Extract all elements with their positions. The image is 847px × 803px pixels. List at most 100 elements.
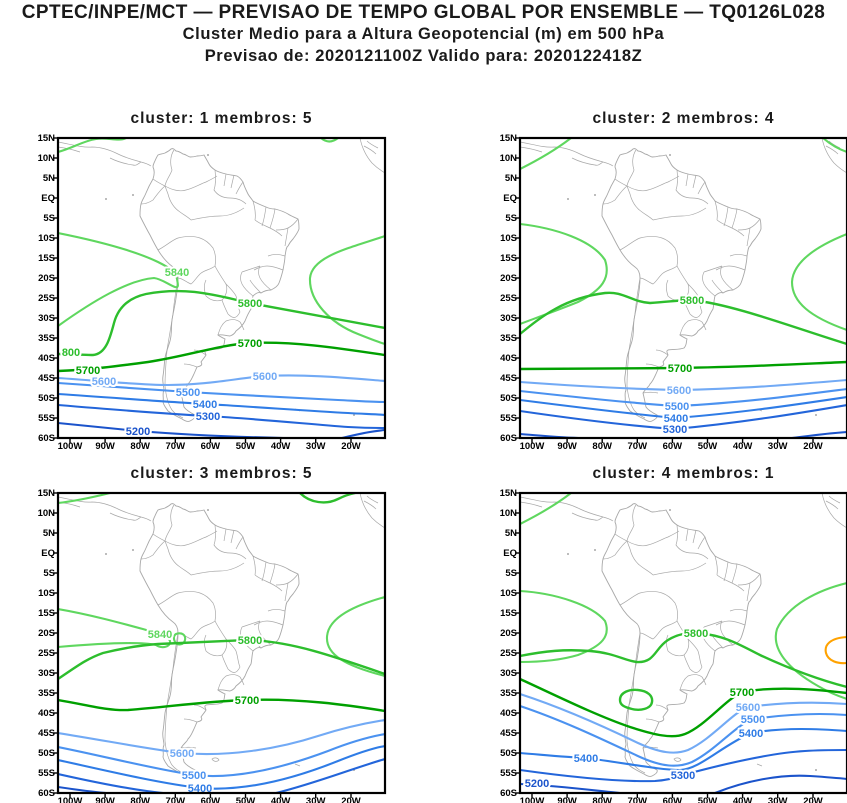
panel-title-4: cluster: 4 membros: 1: [592, 465, 775, 482]
plot-border: [56, 136, 387, 440]
y-axis-label: 60S: [500, 788, 517, 799]
x-axis-label: 70W: [627, 796, 648, 803]
contour-label-5500: 5500: [665, 401, 689, 413]
contour-label-5700: 5700: [730, 687, 754, 699]
x-axis-label: 80W: [592, 441, 612, 452]
x-axis-label: 60W: [200, 796, 221, 803]
y-axis-label: 40S: [500, 353, 517, 364]
contour-label-5800: 5800: [684, 628, 708, 640]
contour-5800: [298, 493, 357, 504]
contour-label-5700: 5700: [238, 338, 262, 350]
y-axis-label: 15N: [499, 488, 517, 499]
contour-5840: [520, 138, 573, 171]
basemap: [58, 493, 385, 777]
y-axis-label: 10S: [38, 233, 55, 244]
contour-label-5600: 5600: [170, 748, 194, 760]
y-axis-label: 10S: [500, 588, 517, 599]
contour-5880: [824, 635, 847, 665]
contour-label-5840: 5840: [148, 629, 172, 641]
x-axis-label: 60W: [662, 441, 683, 452]
contour-5500: [520, 704, 847, 767]
y-axis-label: 35S: [500, 688, 517, 699]
contour-label-5700: 5700: [668, 363, 692, 375]
contour-5400: [520, 395, 847, 420]
contour-5840: [520, 222, 608, 326]
x-axis-label: 90W: [95, 441, 115, 452]
y-axis-label: 50S: [500, 748, 517, 759]
contour-5840: [774, 581, 847, 701]
y-axis-label: 35S: [38, 688, 55, 699]
contour-5840: [58, 231, 179, 328]
basemap: [58, 138, 385, 422]
x-axis-label: 60W: [200, 441, 221, 452]
y-axis-label: 45S: [500, 373, 517, 384]
x-axis-label: 20W: [341, 441, 361, 452]
y-axis-label: 30S: [500, 668, 517, 679]
plot-border: [56, 491, 387, 795]
y-axis-label: 55S: [38, 768, 55, 779]
y-axis-label: 10S: [500, 233, 517, 244]
x-axis-label: 70W: [165, 441, 186, 452]
contour-5840: [520, 493, 573, 526]
contour-5700: [58, 341, 385, 373]
x-axis-label: 30W: [767, 796, 788, 803]
header-line-3: Previsao de: 2020121100Z Valido para: 20…: [204, 47, 643, 65]
x-axis-label: 30W: [305, 441, 326, 452]
y-axis-label: EQ: [41, 548, 55, 559]
contour-label-5600: 5600: [667, 385, 691, 397]
y-axis-label: EQ: [503, 548, 517, 559]
cluster-panel-4: cluster: 4 membros: 1 15N 10N 5N EQ 5S 10S 15S 2…: [500, 465, 847, 803]
contour-5840: [58, 138, 128, 154]
contour-5200: [340, 428, 385, 438]
y-axis-label: 10N: [37, 508, 55, 519]
x-axis-label: 20W: [803, 796, 823, 803]
y-axis-label: 20S: [38, 628, 55, 639]
panel-title-1: cluster: 1 membros: 5: [130, 110, 313, 127]
y-axis-label: 35S: [38, 333, 55, 344]
x-axis-label: 100W: [519, 441, 545, 452]
y-axis-label: 10N: [499, 508, 517, 519]
x-axis-label: 90W: [557, 796, 577, 803]
cluster-panel-1: cluster: 1 membros: 5 15N 10N 5N EQ 5S 10S 15S 2…: [38, 110, 387, 452]
contour-5800: [520, 291, 847, 346]
contour-5700: [58, 698, 385, 713]
header-line-2: Cluster Medio para a Altura Geopotencial…: [182, 25, 665, 43]
contour-label-5700: 5700: [235, 695, 259, 707]
contour-5400: [58, 744, 385, 790]
contour-5400: [58, 392, 385, 417]
x-axis-label: 80W: [130, 796, 150, 803]
contour-label-5300: 5300: [671, 770, 695, 782]
y-axis-label: 10N: [499, 153, 517, 164]
y-axis-label: 25S: [38, 648, 55, 659]
contour-label-5300: 5300: [196, 411, 220, 423]
contour-5300: [274, 757, 385, 793]
y-axis-label: 5S: [505, 568, 517, 579]
contour-label-5400: 5400: [574, 753, 598, 765]
contour-label-5200: 5200: [126, 426, 150, 438]
y-axis-label: 15S: [500, 608, 517, 619]
y-axis-label: 20S: [500, 628, 517, 639]
y-axis-label: 60S: [500, 433, 517, 444]
y-axis-label: 30S: [38, 313, 55, 324]
y-axis-label: 50S: [500, 393, 517, 404]
contour-5500: [58, 732, 385, 778]
y-axis-label: 55S: [38, 413, 55, 424]
header-line-1: CPTEC/INPE/MCT — PREVISAO DE TEMPO GLOBA…: [21, 2, 826, 23]
x-axis-label: 60W: [662, 796, 683, 803]
contour-5800: [58, 289, 385, 357]
y-axis-label: 35S: [500, 333, 517, 344]
y-axis-label: 30S: [38, 668, 55, 679]
y-axis-label: 5N: [42, 173, 55, 184]
y-axis-label: 40S: [38, 708, 55, 719]
contour-label-5500: 5500: [741, 714, 765, 726]
x-axis-label: 90W: [557, 441, 577, 452]
panel-title-3: cluster: 3 membros: 5: [130, 465, 313, 482]
x-axis-label: 40W: [270, 441, 291, 452]
y-axis-label: 55S: [500, 768, 517, 779]
y-axis-label: 25S: [38, 293, 55, 304]
y-axis-label: 60S: [38, 433, 55, 444]
y-axis-label: 45S: [38, 728, 55, 739]
contour-label-5300: 5300: [663, 424, 687, 436]
